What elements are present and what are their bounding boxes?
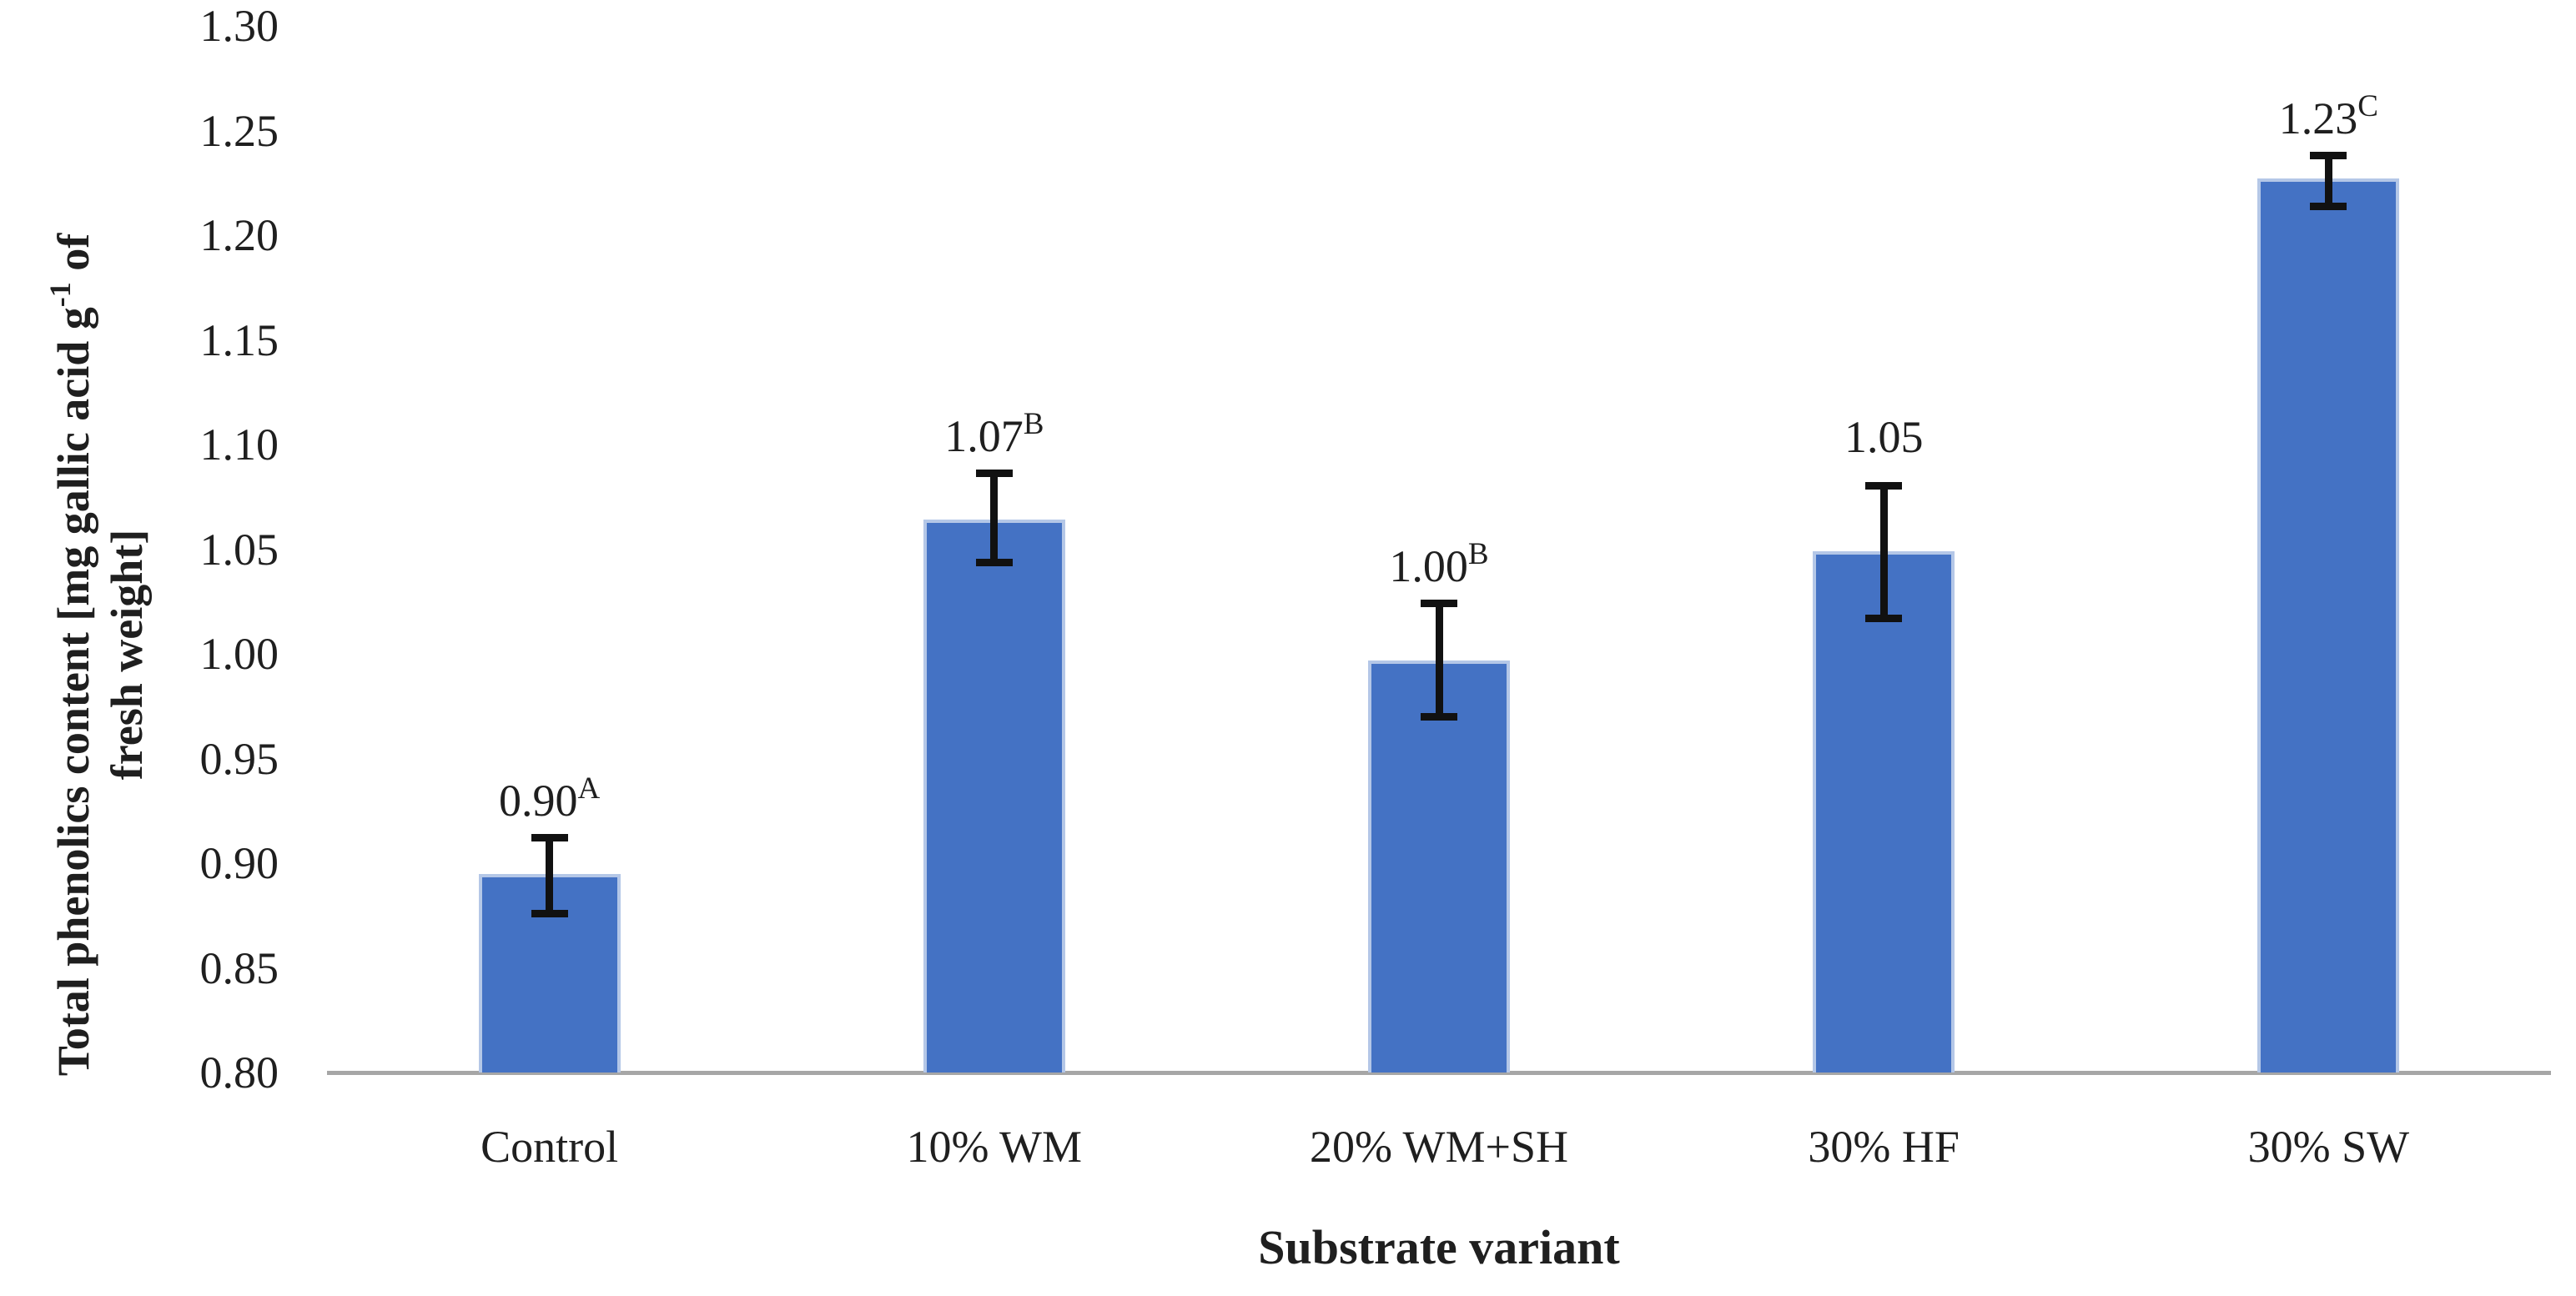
error-bar-cap-bottom (1421, 713, 1457, 721)
bar-30-sw (2257, 178, 2400, 1072)
bar-value-label: 0.90A (499, 765, 600, 825)
y-tick-label: 0.80 (199, 1047, 279, 1098)
error-bar (1879, 482, 1888, 623)
y-tick-label: 1.05 (199, 524, 279, 575)
y-tick-label: 1.00 (199, 629, 279, 679)
x-axis-title: Substrate variant (1258, 1220, 1620, 1274)
bar-value-number: 1.05 (1844, 412, 1924, 463)
y-tick-label: 0.85 (199, 942, 279, 993)
bar-30-hf (1813, 551, 1955, 1072)
y-tick-label: 1.30 (199, 1, 279, 51)
bar-20-wm-sh (1368, 660, 1510, 1072)
bar-value-significance-letter: B (1023, 407, 1044, 442)
x-tick-label-control: Control (480, 1122, 619, 1172)
error-bar (990, 470, 999, 566)
bar-value-number: 1.07 (944, 411, 1024, 462)
error-bar-cap-top (975, 470, 1013, 478)
bar-value-significance-letter: C (2357, 88, 2378, 123)
error-bar-cap-bottom (531, 910, 568, 918)
bar-value-label: 1.00B (1389, 530, 1488, 590)
bar-value-number: 1.23 (2278, 93, 2358, 143)
bar-value-label: 1.07B (944, 400, 1044, 460)
bar-value-significance-letter: B (1467, 536, 1489, 571)
bar-value-label: 1.23C (2279, 83, 2378, 143)
y-tick-label: 1.25 (199, 105, 279, 156)
y-tick-label: 1.15 (199, 314, 279, 365)
x-axis-line (327, 1071, 2551, 1075)
error-bar (1435, 599, 1443, 721)
x-tick-label-20-wm-sh: 20% WM+SH (1310, 1122, 1568, 1172)
y-tick-label: 0.95 (199, 733, 279, 784)
x-tick-label-10-wm: 10% WM (906, 1122, 1083, 1172)
bar-value-label: 1.05 (1844, 413, 1924, 461)
error-bar-cap-bottom (2310, 202, 2347, 210)
bar-10-wm (923, 520, 1065, 1072)
error-bar-cap-top (1421, 599, 1457, 607)
error-bar-cap-top (1865, 482, 1903, 490)
x-tick-label-30-sw: 30% SW (2247, 1122, 2410, 1172)
y-tick-label: 0.90 (199, 838, 279, 888)
bar-value-significance-letter: A (577, 771, 601, 806)
error-bar-cap-top (531, 833, 568, 841)
error-bar (2324, 151, 2332, 210)
bar-value-number: 1.00 (1389, 540, 1468, 591)
error-bar-cap-top (2310, 151, 2347, 159)
error-bar-cap-bottom (1865, 615, 1903, 623)
x-tick-label-30-hf: 30% HF (1808, 1122, 1960, 1172)
error-bar (546, 833, 554, 918)
y-tick-label: 1.10 (199, 419, 279, 470)
error-bar-cap-bottom (975, 558, 1013, 566)
bar-value-number: 0.90 (498, 775, 578, 826)
y-tick-label: 1.20 (199, 210, 279, 260)
